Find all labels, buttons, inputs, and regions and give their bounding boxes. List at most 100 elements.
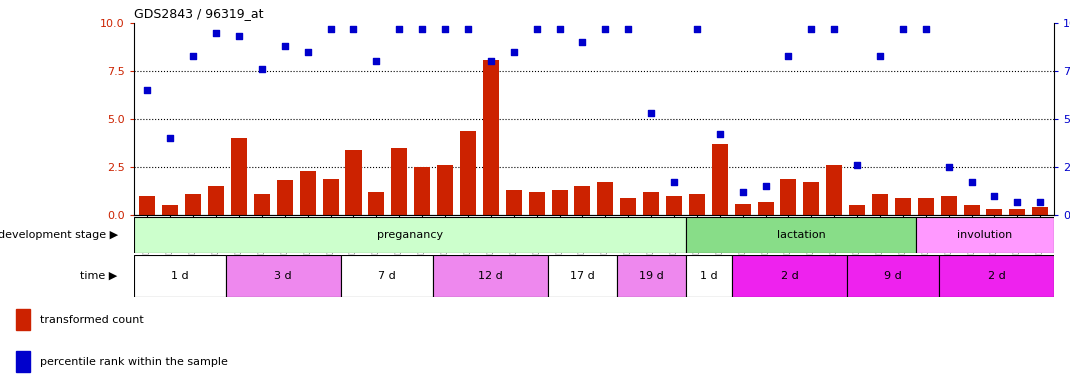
- Bar: [621, 198, 637, 215]
- Bar: [916, 217, 1054, 253]
- Bar: [529, 192, 545, 215]
- Bar: [277, 180, 293, 215]
- Bar: [918, 198, 934, 215]
- Point: [756, 183, 774, 189]
- Point: [917, 26, 934, 32]
- Bar: [712, 144, 728, 215]
- Point: [414, 26, 431, 32]
- Bar: [185, 194, 201, 215]
- Point: [162, 135, 179, 141]
- Text: 12 d: 12 d: [478, 271, 503, 281]
- Point: [139, 87, 156, 93]
- Text: 3 d: 3 d: [275, 271, 292, 281]
- Bar: [666, 196, 682, 215]
- Bar: [134, 255, 226, 297]
- Point: [254, 66, 271, 72]
- Text: transformed count: transformed count: [40, 315, 143, 325]
- Bar: [437, 165, 453, 215]
- Text: 2 d: 2 d: [988, 271, 1006, 281]
- Point: [849, 162, 866, 168]
- Point: [368, 58, 385, 65]
- Point: [780, 53, 797, 59]
- Bar: [163, 205, 179, 215]
- Point: [620, 26, 637, 32]
- Bar: [231, 138, 247, 215]
- Bar: [941, 196, 957, 215]
- Text: 7 d: 7 d: [378, 271, 396, 281]
- Bar: [551, 190, 567, 215]
- Bar: [616, 255, 686, 297]
- Bar: [322, 179, 338, 215]
- Bar: [483, 60, 499, 215]
- Bar: [226, 255, 340, 297]
- Bar: [368, 192, 384, 215]
- Bar: [686, 217, 916, 253]
- Point: [300, 49, 317, 55]
- Text: time ▶: time ▶: [80, 271, 118, 281]
- Bar: [340, 255, 433, 297]
- Bar: [1033, 207, 1049, 215]
- Point: [230, 33, 247, 40]
- Bar: [758, 202, 774, 215]
- Point: [345, 26, 362, 32]
- Bar: [139, 196, 155, 215]
- Bar: [346, 150, 362, 215]
- Bar: [300, 171, 316, 215]
- Bar: [460, 131, 476, 215]
- Point: [895, 26, 912, 32]
- Point: [1031, 199, 1049, 205]
- Point: [642, 110, 659, 116]
- Bar: [939, 255, 1054, 297]
- Bar: [987, 209, 1003, 215]
- Point: [574, 39, 591, 45]
- Bar: [1009, 209, 1025, 215]
- Point: [985, 193, 1003, 199]
- Point: [505, 49, 522, 55]
- Bar: [847, 255, 939, 297]
- Point: [712, 131, 729, 137]
- Point: [826, 26, 843, 32]
- Bar: [597, 182, 613, 215]
- Text: 1 d: 1 d: [700, 271, 718, 281]
- Point: [734, 189, 751, 195]
- Text: 2 d: 2 d: [780, 271, 798, 281]
- Bar: [506, 190, 522, 215]
- Point: [276, 43, 293, 49]
- Text: GDS2843 / 96319_at: GDS2843 / 96319_at: [134, 7, 263, 20]
- Bar: [872, 194, 888, 215]
- Bar: [826, 165, 842, 215]
- Bar: [895, 198, 911, 215]
- Text: 9 d: 9 d: [884, 271, 902, 281]
- Text: 19 d: 19 d: [639, 271, 663, 281]
- Bar: [575, 186, 591, 215]
- Bar: [850, 205, 866, 215]
- Bar: [134, 217, 686, 253]
- Point: [551, 26, 568, 32]
- Point: [208, 30, 225, 36]
- Point: [437, 26, 454, 32]
- Bar: [15, 309, 30, 330]
- Bar: [254, 194, 270, 215]
- Point: [688, 26, 705, 32]
- Text: preganancy: preganancy: [377, 230, 443, 240]
- Bar: [209, 186, 225, 215]
- Bar: [15, 351, 30, 371]
- Bar: [732, 255, 847, 297]
- Text: involution: involution: [958, 230, 1012, 240]
- Bar: [392, 148, 408, 215]
- Bar: [689, 194, 705, 215]
- Bar: [548, 255, 616, 297]
- Point: [963, 179, 980, 185]
- Bar: [804, 182, 820, 215]
- Point: [802, 26, 820, 32]
- Text: development stage ▶: development stage ▶: [0, 230, 118, 240]
- Text: 1 d: 1 d: [171, 271, 188, 281]
- Bar: [643, 192, 659, 215]
- Point: [185, 53, 202, 59]
- Point: [322, 26, 339, 32]
- Bar: [433, 255, 548, 297]
- Point: [459, 26, 476, 32]
- Text: 17 d: 17 d: [570, 271, 595, 281]
- Point: [597, 26, 614, 32]
- Bar: [780, 179, 796, 215]
